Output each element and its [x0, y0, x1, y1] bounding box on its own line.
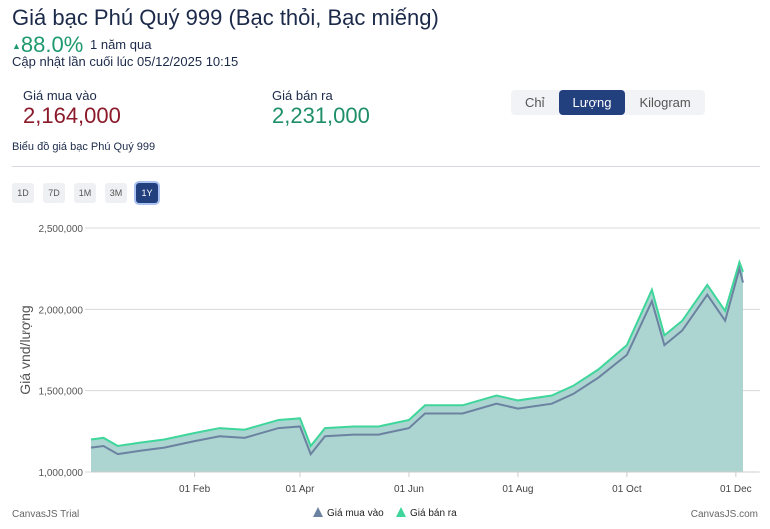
legend-buy-icon: [313, 507, 323, 517]
buy-label: Giá mua vào: [23, 88, 97, 103]
canvasjs-credit: CanvasJS.com: [691, 509, 758, 520]
y-axis-title: Giá vnd/lượng: [17, 305, 33, 394]
range-1d-button[interactable]: 1D: [12, 183, 34, 203]
unit-chi-button[interactable]: Chỉ: [525, 95, 545, 110]
unit-luong-button[interactable]: Lượng: [558, 90, 626, 115]
x-tick-label: 01 Jun: [394, 484, 424, 495]
range-3m-button[interactable]: 3M: [105, 183, 127, 203]
range-selector: 1D 7D 1M 3M 1Y: [12, 183, 158, 203]
unit-kilogram-button[interactable]: Kilogram: [639, 95, 691, 110]
up-triangle-icon: ▲: [12, 41, 21, 52]
buy-line: [90, 264, 744, 457]
x-tick-label: 01 Dec: [720, 484, 752, 495]
y-tick-label: 2,500,000: [39, 224, 84, 235]
sell-value: 2,231,000: [272, 103, 370, 128]
x-tick-label: 01 Oct: [612, 484, 642, 495]
range-1m-button[interactable]: 1M: [74, 183, 96, 203]
change-period: 1 năm qua: [90, 37, 152, 52]
legend-sell-icon: [396, 507, 406, 517]
chart-subtitle: Biểu đồ giá bạc Phú Quý 999: [12, 141, 156, 153]
buy-value: 2,164,000: [23, 103, 121, 128]
unit-selector: Chỉ Lượng Kilogram: [511, 90, 705, 115]
range-7d-button[interactable]: 7D: [43, 183, 65, 203]
range-1y-button[interactable]: 1Y: [136, 183, 158, 203]
legend-buy-label: Giá mua vào: [327, 508, 384, 519]
divider: [12, 166, 760, 167]
canvasjs-trial: CanvasJS Trial: [12, 509, 79, 520]
y-tick-label: 1,500,000: [39, 387, 84, 398]
change-percent: ▲88.0%: [12, 32, 84, 57]
last-updated: Cập nhật lần cuối lúc 05/12/2025 10:15: [12, 54, 239, 69]
legend-sell-label: Giá bán ra: [410, 508, 457, 519]
y-tick-label: 1,000,000: [39, 468, 84, 479]
sell-area: [91, 262, 743, 472]
page-title: Giá bạc Phú Quý 999 (Bạc thỏi, Bạc miếng…: [12, 5, 439, 30]
x-tick-label: 01 Aug: [502, 484, 533, 495]
y-tick-label: 2,000,000: [39, 305, 84, 316]
x-tick-label: 01 Feb: [179, 484, 211, 495]
x-tick-label: 01 Apr: [286, 484, 316, 495]
sell-label: Giá bán ra: [272, 88, 333, 103]
sell-line: [90, 258, 744, 448]
